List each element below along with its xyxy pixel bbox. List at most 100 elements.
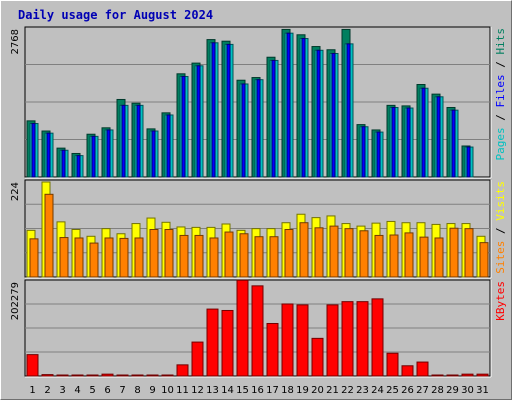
legend-separator: / [494,221,507,241]
bar-sites-day-24 [374,234,384,278]
bar-sites-day-10 [164,229,174,278]
bar-sites-day-28 [434,237,444,278]
bar-sites-day-13 [209,237,219,278]
bar-kbytes-day-16 [251,285,264,377]
bar-pages-day-1 [31,123,36,178]
bar-pages-day-14 [226,43,231,178]
bar-sites-day-11 [179,234,189,278]
bar-sites-day-12 [194,234,204,278]
bar-kbytes-day-15 [236,279,249,377]
bar-kbytes-day-3 [56,374,69,377]
bar-kbytes-day-23 [356,301,369,377]
bar-kbytes-day-14 [221,309,234,377]
panel-3-legend: KBytes [494,281,507,321]
bar-sites-day-14 [224,231,234,278]
x-tick-label: 2 [44,385,50,396]
x-tick-label: 9 [149,385,155,396]
panel-3-max-label: 202279 [10,282,21,320]
bar-sites-day-8 [134,237,144,278]
bar-pages-day-24 [376,131,381,178]
x-tick-label: 15 [236,385,249,396]
panel-1-legend: Pages / Files / Hits [494,28,507,161]
bar-pages-day-17 [271,59,276,178]
x-tick-label: 31 [476,385,489,396]
x-tick-label: 13 [206,385,219,396]
bar-kbytes-day-27 [416,361,429,377]
bar-sites-day-9 [149,229,159,278]
bar-sites-day-3 [59,237,69,278]
bar-sites-day-1 [29,238,39,278]
bar-pages-day-6 [106,129,111,178]
bar-kbytes-day-10 [161,374,174,377]
panel-1-max-label: 2768 [10,29,21,54]
bar-pages-day-13 [211,42,216,178]
bar-pages-day-23 [361,126,366,178]
bar-kbytes-day-31 [476,373,489,377]
x-tick-label: 6 [104,385,110,396]
bar-kbytes-day-22 [341,301,354,377]
x-tick-label: 7 [119,385,125,396]
x-tick-label: 21 [326,385,339,396]
bar-sites-day-22 [344,228,354,278]
bar-sites-day-5 [89,242,99,278]
legend-entry-visits: Visits [494,181,507,221]
bar-sites-day-19 [299,222,309,278]
bar-kbytes-day-11 [176,364,189,377]
x-tick-label: 20 [311,385,324,396]
bar-kbytes-day-8 [131,374,144,377]
bar-pages-day-25 [391,106,396,178]
legend-entry-sites: Sites [494,241,507,274]
x-tick-label: 29 [446,385,459,396]
x-tick-label: 16 [251,385,264,396]
legend-entry-files: Files [494,74,507,107]
bar-sites-day-16 [254,236,264,278]
bar-sites-day-29 [449,227,459,278]
bar-kbytes-day-30 [461,373,474,377]
bar-pages-day-29 [451,109,456,178]
bar-sites-day-6 [104,237,114,278]
x-tick-label: 17 [266,385,279,396]
bar-sites-day-2 [44,193,54,278]
x-tick-label: 19 [296,385,309,396]
bar-kbytes-day-18 [281,303,294,377]
bar-pages-day-3 [61,149,66,178]
bar-sites-day-23 [359,230,369,278]
bar-sites-day-26 [404,232,414,278]
bar-kbytes-day-6 [101,373,114,377]
chart-title: Daily usage for August 2024 [18,8,213,22]
bar-kbytes-day-2 [41,374,54,377]
bar-kbytes-day-7 [116,374,129,377]
bar-kbytes-day-9 [146,374,159,377]
bar-kbytes-day-26 [401,365,414,377]
bar-pages-day-20 [316,49,321,178]
x-tick-label: 25 [386,385,399,396]
x-tick-label: 18 [281,385,294,396]
bar-pages-day-18 [286,32,291,178]
bar-pages-day-4 [76,155,81,178]
bar-pages-day-8 [136,104,141,178]
x-tick-label: 1 [29,385,35,396]
bar-kbytes-day-5 [86,374,99,377]
bar-pages-day-26 [406,107,411,178]
bar-pages-day-16 [256,79,261,178]
bar-sites-day-21 [329,225,339,278]
bar-kbytes-day-29 [446,374,459,377]
x-tick-label: 26 [401,385,414,396]
bar-pages-day-9 [151,130,156,178]
x-tick-label: 14 [221,385,234,396]
bar-kbytes-day-1 [26,354,39,377]
legend-entry-pages: Pages [494,127,507,160]
bar-kbytes-day-19 [296,304,309,377]
bar-pages-day-21 [331,52,336,178]
bar-pages-day-2 [46,132,51,178]
bar-kbytes-day-13 [206,308,219,377]
x-tick-label: 11 [176,385,189,396]
bar-pages-day-22 [346,43,351,178]
legend-entry-kbytes: KBytes [494,281,507,321]
x-tick-label: 24 [371,385,384,396]
bar-pages-day-10 [166,114,171,178]
x-tick-label: 30 [461,385,474,396]
bar-kbytes-day-24 [371,298,384,377]
bar-kbytes-day-12 [191,341,204,377]
